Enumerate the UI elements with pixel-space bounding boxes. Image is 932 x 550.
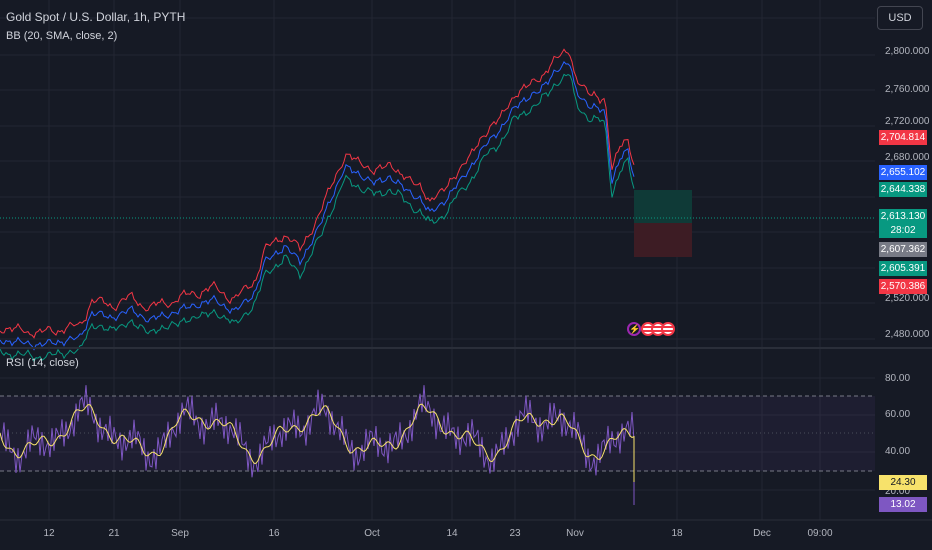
- time-tick: Oct: [364, 528, 380, 539]
- rsi-ma-badge: 24.30: [879, 475, 927, 490]
- price-tick: 2,480.000: [885, 329, 930, 340]
- stop-badge: 2,570.386: [879, 279, 927, 294]
- basis-badge: 2,655.102: [879, 165, 927, 180]
- target-badge: 2,644.338: [879, 182, 927, 197]
- rsi-band-fill: [0, 396, 875, 471]
- price-tick: 2,760.000: [885, 84, 930, 95]
- rsi-indicator-legend[interactable]: RSI (14, close): [6, 357, 79, 369]
- time-tick: Sep: [171, 528, 189, 539]
- time-tick: Nov: [566, 528, 584, 539]
- stop-zone[interactable]: [634, 223, 692, 257]
- time-tick: 16: [268, 528, 280, 539]
- time-tick: 14: [446, 528, 458, 539]
- us-flag-icon[interactable]: [661, 322, 675, 336]
- time-tick: 09:00: [807, 528, 833, 539]
- price-tick: 2,800.000: [885, 46, 930, 57]
- rsi-badge: 13.02: [879, 497, 927, 512]
- price-line: [0, 61, 635, 351]
- rsi-tick: 80.00: [885, 373, 911, 384]
- currency-button[interactable]: USD: [877, 6, 923, 30]
- rsi-ma-line: [0, 403, 635, 482]
- lower-band-badge: 2,605.391: [879, 261, 927, 276]
- rsi-line: [0, 385, 635, 505]
- price-tick: 2,680.000: [885, 152, 930, 163]
- lower-band-line: [0, 73, 635, 363]
- rsi-tick: 60.00: [885, 409, 911, 420]
- bb-indicator-legend[interactable]: BB (20, SMA, close, 2): [6, 30, 118, 42]
- countdown-badge: 28:02: [879, 223, 927, 238]
- prev-close-badge: 2,607.362: [879, 242, 927, 257]
- lightning-icon[interactable]: ⚡: [627, 322, 641, 336]
- price-tick: 2,520.000: [885, 293, 930, 304]
- time-tick: 18: [671, 528, 683, 539]
- upper-band-badge: 2,704.814: [879, 130, 927, 145]
- last-price-badge: 2,613.130: [879, 209, 927, 224]
- time-tick: 12: [43, 528, 55, 539]
- time-tick: 23: [509, 528, 521, 539]
- price-tick: 2,720.000: [885, 116, 930, 127]
- chart-title: Gold Spot / U.S. Dollar, 1h, PYTH: [6, 10, 186, 24]
- time-tick: Dec: [753, 528, 771, 539]
- rsi-tick: 20.00: [885, 486, 911, 497]
- time-tick: 21: [108, 528, 120, 539]
- rsi-tick: 40.00: [885, 446, 911, 457]
- upper-band-line: [0, 48, 635, 339]
